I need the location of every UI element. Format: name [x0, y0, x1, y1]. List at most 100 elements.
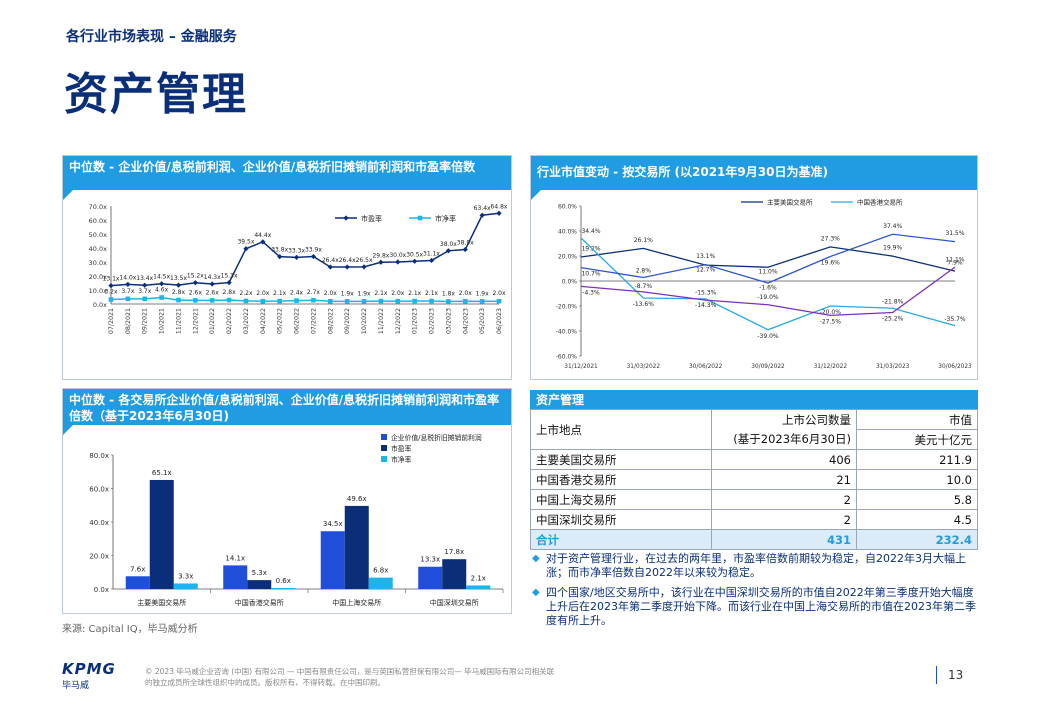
legend-label: 市净率	[435, 214, 456, 223]
y-tick-label: 20.0x	[89, 273, 107, 281]
data-label: 15.2x	[187, 273, 204, 280]
y-tick-label: 0.0x	[94, 586, 109, 594]
diamond-bullet-icon: ◆	[532, 553, 540, 564]
col-header-value: 市值	[856, 409, 978, 430]
footer-line: 的独立成员所全球性组织中的成员。版权所有，不得转载。在中国印刷。	[145, 678, 385, 687]
x-tick-label: 30/06/2022	[689, 364, 723, 370]
data-label: 3.3x	[178, 572, 193, 580]
data-point	[378, 298, 384, 304]
data-label: 26.4x	[322, 257, 339, 264]
y-tick-label: 50.0x	[89, 231, 107, 239]
page-number: 13	[948, 668, 964, 682]
data-point	[311, 297, 316, 303]
total-name: 合计	[530, 529, 712, 550]
data-label: 33.8x	[271, 247, 288, 254]
x-tick-label: 01/2023	[412, 308, 419, 334]
data-label: 38.0x	[440, 241, 457, 248]
data-label: -25.2%	[882, 316, 904, 323]
data-point	[446, 299, 451, 304]
bar	[223, 565, 248, 589]
bar	[173, 583, 198, 589]
data-label: 27.3%	[821, 235, 840, 242]
bar-chart-exchanges: 0.0x 20.0x 40.0x 60.0x 80.0x 主要美国交易所 7.6x 65.1x…	[89, 433, 504, 607]
x-tick-label: 10/2021	[159, 308, 166, 334]
legend-label: 企业价值/息税折旧摊销前利润	[391, 433, 482, 442]
legend-marker	[417, 215, 423, 221]
chart-panel-multiples: 中位数 - 企业价值/息税前利润、企业价值/息税折旧摊销前利润和市盈率倍数 0.…	[62, 155, 512, 380]
data-label: 33.3x	[288, 247, 305, 254]
data-point	[496, 298, 502, 304]
legend-label: 市盈率	[391, 444, 412, 453]
data-label: 13.5x	[170, 275, 187, 282]
data-label: 2.6x	[206, 289, 220, 296]
chart-panel-title: 中位数 - 各交易所企业价值/息税前利润、企业价值/息税折旧摊销前利润和市盈率倍…	[63, 389, 511, 425]
data-label: -20.0%	[820, 309, 842, 316]
col-header-count: 上市公司数量	[711, 409, 857, 430]
page-title: 资产管理	[64, 69, 248, 120]
data-label: 31.5%	[945, 230, 964, 237]
data-point	[328, 298, 333, 304]
data-label: 3.7x	[138, 288, 152, 295]
legend-swatch	[381, 445, 387, 451]
footer-line: © 2023 毕马威企业咨询 (中国) 有限公司 — 中国有限责任公司，是与英国…	[145, 667, 555, 676]
data-label: 7.6x	[130, 565, 145, 573]
data-point	[479, 212, 485, 218]
data-label: 7.9%	[947, 260, 963, 267]
chart-panel-exchanges: 中位数 - 各交易所企业价值/息税前利润、企业价值/息税折旧摊销前利润和市盈率倍…	[62, 388, 512, 614]
x-tick-label: 10/2022	[361, 308, 368, 334]
line-chart-multiples: 0.0x 10.0x 20.0x 30.0x 40.0x 50.0x 60.0x 70.0x 0…	[89, 203, 508, 334]
footer-divider	[936, 666, 937, 684]
x-tick-label: 主要美国交易所	[137, 598, 186, 607]
data-label: 65.1x	[152, 469, 172, 477]
bar	[442, 559, 467, 589]
data-label: 34.4%	[581, 228, 600, 235]
data-point	[142, 296, 148, 302]
data-label: 3.7x	[121, 288, 135, 295]
panel-corner	[63, 190, 73, 200]
y-tick-label: 40.0x	[89, 245, 107, 253]
kpmg-logo: KPMG 毕马威	[62, 660, 116, 691]
data-label: 38.9x	[457, 240, 474, 247]
data-label: 19.9%	[883, 245, 902, 252]
data-label: 2.8x	[223, 289, 237, 296]
y-tick-label: 10.0x	[89, 287, 107, 295]
x-tick-label: 07/2022	[310, 308, 317, 334]
data-point	[479, 299, 485, 304]
x-tick-label: 07/2021	[108, 308, 115, 334]
data-point	[361, 264, 367, 270]
series-line	[580, 246, 956, 272]
bullet-item: ◆ 四个国家/地区交易所中，该行业在中国深圳交易所的市值自2022年第三季度开始…	[532, 586, 980, 628]
series-line-pb	[110, 296, 500, 303]
x-tick-label: 08/2022	[327, 308, 334, 334]
data-label: 2.1x	[408, 290, 422, 297]
data-label: 15.3x	[221, 273, 238, 280]
y-tick-label: -20.0%	[556, 304, 578, 311]
data-label: 12.7%	[696, 267, 715, 274]
series-line	[580, 266, 956, 317]
data-point	[226, 279, 232, 286]
data-point	[462, 298, 468, 304]
series-line	[580, 233, 956, 284]
x-tick-label: 09/2021	[142, 308, 149, 334]
data-label: 3.2x	[104, 289, 118, 296]
col-header-location: 上市地点	[530, 409, 712, 450]
data-label: -21.8%	[882, 298, 904, 305]
y-tick-label: 20.0x	[89, 553, 109, 561]
x-tick-label: 05/2023	[479, 308, 486, 334]
x-tick-label: 01/2022	[209, 308, 216, 334]
data-label: 6.8x	[373, 567, 388, 575]
y-tick-label: 60.0x	[89, 486, 109, 494]
data-point	[412, 258, 418, 264]
series-line	[580, 237, 956, 331]
data-label: 14.5x	[153, 274, 170, 281]
data-label: 13.1x	[103, 276, 120, 283]
x-tick-label: 31/03/2023	[876, 364, 910, 370]
data-point	[395, 259, 401, 265]
row-name: 主要美国交易所	[530, 449, 712, 470]
bar	[125, 576, 150, 589]
y-tick-label: 60.0x	[89, 217, 107, 225]
data-point	[176, 297, 181, 303]
x-tick-label: 中国上海交易所	[332, 598, 381, 607]
data-point	[159, 295, 164, 300]
data-label: 2.0x	[324, 290, 338, 297]
